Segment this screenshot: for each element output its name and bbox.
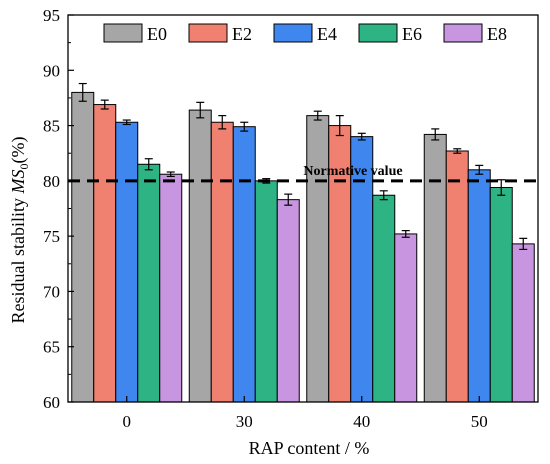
bar-E8-0 (159, 173, 183, 403)
y-axis-label: Residual stability MS0(%) (8, 137, 31, 324)
y-tick-label: 80 (43, 172, 60, 191)
y-tick-label: 65 (43, 338, 60, 357)
legend-swatch-E8 (443, 23, 483, 43)
y-axis-label-prefix: Residual stability (8, 193, 28, 323)
legend-swatch-E6 (358, 23, 398, 43)
legend-label-E6: E6 (402, 24, 422, 44)
x-tick-label: 30 (236, 412, 253, 431)
legend-swatch-E0 (103, 23, 143, 43)
legend-label-E8: E8 (487, 24, 507, 44)
x-tick-label: 50 (471, 412, 488, 431)
legend: E0 E2 E4 E6 E8 (103, 23, 507, 44)
y-tick-label: 95 (43, 6, 60, 25)
bar-E6-30 (254, 180, 278, 403)
bar-E6-40 (372, 194, 396, 403)
legend-swatch-E2 (188, 23, 228, 43)
y-tick-label: 60 (43, 393, 60, 412)
bar-E8-40 (394, 233, 418, 403)
bar-E0-40 (306, 115, 330, 403)
bar-E6-0 (137, 163, 161, 403)
y-axis-label-unit: (%) (8, 137, 29, 164)
bar-E2-30 (210, 121, 234, 403)
legend-label-E2: E2 (232, 24, 252, 44)
bar-E0-50 (423, 133, 447, 403)
bar-E6-50 (489, 186, 513, 403)
y-tick-label: 70 (43, 282, 60, 301)
x-tick-label: 40 (353, 412, 370, 431)
bar-E2-0 (93, 104, 117, 403)
y-tick-label: 90 (43, 61, 60, 80)
bar-E4-30 (232, 126, 256, 403)
bar-E8-50 (511, 243, 535, 403)
y-axis-label-symbol: MS (8, 169, 28, 194)
y-tick-label: 85 (43, 117, 60, 136)
bar-E4-0 (115, 121, 139, 403)
bar-E8-30 (276, 199, 300, 403)
legend-swatch-E4 (273, 23, 313, 43)
bar-E2-50 (445, 150, 469, 403)
legend-label-E4: E4 (317, 24, 337, 44)
bar-E0-0 (71, 91, 95, 403)
y-axis-label-subscript: 0 (17, 163, 31, 169)
bar-E0-30 (188, 109, 212, 403)
x-axis-label: RAP content / % (249, 438, 370, 458)
x-tick-label: 0 (123, 412, 132, 431)
y-tick-label: 75 (43, 227, 60, 246)
legend-label-E0: E0 (147, 24, 167, 44)
bar-E4-50 (467, 169, 491, 403)
normative-value-label: Normative value (303, 164, 402, 179)
